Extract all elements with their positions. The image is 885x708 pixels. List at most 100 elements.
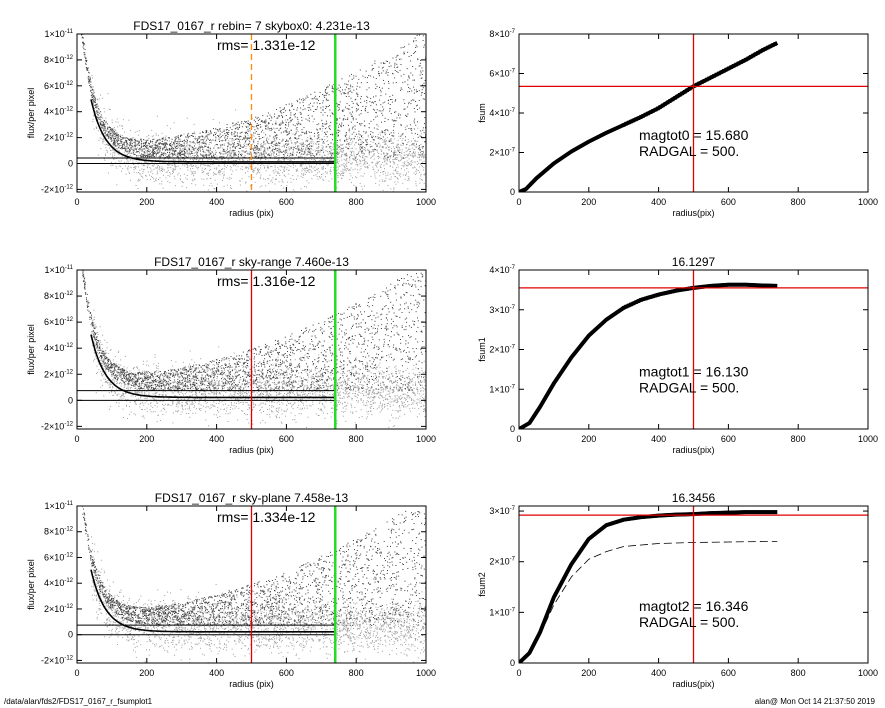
scatter-point (177, 142, 179, 144)
scatter-point (141, 176, 143, 177)
scatter-point (202, 154, 204, 156)
scatter-point (363, 158, 365, 160)
scatter-point (93, 90, 95, 92)
scatter-point (181, 156, 183, 158)
scatter-point (392, 82, 394, 84)
scatter-point (157, 172, 159, 174)
scatter-point (328, 163, 330, 165)
scatter-point (352, 158, 354, 160)
scatter-point (155, 167, 157, 169)
y-tick-label: 2×10-12 (44, 133, 74, 143)
scatter-point (296, 127, 298, 128)
y-tick-label: 8×10-12 (44, 55, 74, 65)
scatter-point (288, 124, 290, 126)
scatter-point (378, 110, 380, 112)
scatter-point (161, 138, 163, 139)
scatter-point (134, 168, 136, 170)
scatter-point (271, 142, 273, 144)
scatter-point (349, 150, 351, 152)
scatter-point (342, 164, 344, 166)
scatter-point (97, 98, 98, 100)
scatter-point (409, 145, 411, 147)
scatter-point (104, 153, 106, 155)
scatter-point (155, 153, 157, 155)
scatter-point (325, 146, 327, 148)
scatter-point (189, 144, 191, 146)
scatter-point (363, 160, 365, 161)
scatter-point (360, 147, 362, 149)
scatter-point (358, 143, 359, 145)
scatter-point (389, 139, 391, 141)
scatter-point (312, 155, 314, 157)
scatter-point (85, 60, 87, 62)
scatter-point (329, 128, 331, 130)
scatter-point (289, 154, 291, 156)
scatter-point (109, 129, 111, 131)
scatter-point (177, 155, 179, 157)
scatter-point (121, 170, 122, 172)
scatter-point (382, 102, 384, 104)
scatter-point (299, 151, 301, 153)
scatter-point (154, 144, 156, 146)
scatter-point (223, 185, 225, 187)
scatter-point (332, 113, 334, 115)
scatter-point (358, 130, 360, 132)
scatter-point (325, 92, 327, 94)
scatter-point (407, 79, 409, 81)
scatter-point (336, 140, 338, 141)
scatter-point (152, 177, 154, 178)
scatter-point (399, 149, 401, 151)
scatter-point (202, 131, 204, 133)
scatter-point (370, 120, 372, 122)
scatter-point (88, 75, 90, 77)
scatter-point (421, 67, 423, 69)
scatter-point (224, 151, 226, 153)
scatter-point (347, 162, 349, 163)
scatter-point (168, 164, 170, 166)
scatter-point (115, 139, 117, 141)
scatter-point (254, 150, 256, 151)
scatter-point (110, 138, 112, 140)
scatter-point (146, 145, 147, 147)
scatter-point (194, 143, 196, 145)
scatter-point (294, 143, 296, 145)
scatter-point (135, 166, 137, 168)
scatter-point (302, 98, 304, 100)
scatter-point (405, 174, 406, 176)
scatter-point (112, 149, 114, 151)
scatter-point (225, 167, 227, 169)
scatter-point (169, 149, 171, 151)
scatter-point (174, 151, 175, 153)
scatter-point (259, 186, 261, 188)
scatter-point (209, 133, 211, 135)
scatter-point (275, 123, 277, 125)
scatter-point (141, 168, 143, 170)
scatter-point (339, 140, 341, 142)
y-tick-label: 6×10-7 (489, 69, 515, 79)
scatter-point (370, 141, 372, 143)
scatter-point (115, 134, 117, 136)
scatter-point (294, 116, 296, 118)
scatter-point (360, 165, 362, 167)
scatter-point (129, 142, 131, 144)
scatter-point (112, 144, 114, 145)
scatter-point (291, 105, 293, 107)
scatter-point (317, 137, 319, 139)
scatter-point (269, 174, 271, 176)
scatter-point (316, 164, 318, 165)
scatter-point (220, 151, 222, 153)
scatter-point (344, 154, 346, 156)
scatter-point (151, 151, 153, 153)
scatter-point (348, 145, 350, 147)
scatter-point (387, 157, 389, 159)
scatter-point (256, 150, 258, 152)
scatter-point (220, 153, 222, 154)
scatter-point (383, 83, 385, 85)
scatter-point (203, 156, 205, 158)
scatter-point (115, 142, 117, 144)
scatter-point (301, 151, 303, 153)
scatter-point (385, 143, 387, 145)
scatter-point (95, 98, 97, 100)
scatter-point (220, 147, 222, 149)
scatter-point (357, 136, 359, 138)
